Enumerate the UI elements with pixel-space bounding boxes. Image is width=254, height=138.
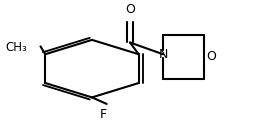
Text: N: N	[158, 48, 168, 61]
Text: O: O	[125, 3, 135, 16]
Text: CH₃: CH₃	[5, 41, 27, 54]
Text: O: O	[206, 50, 216, 63]
Text: F: F	[100, 108, 107, 121]
